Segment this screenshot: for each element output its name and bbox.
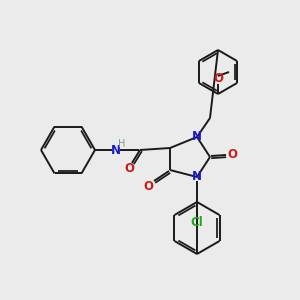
Text: O: O (227, 148, 237, 160)
Text: O: O (143, 181, 153, 194)
Text: Cl: Cl (190, 217, 203, 230)
Text: H: H (118, 139, 126, 149)
Text: N: N (192, 130, 202, 143)
Text: N: N (192, 170, 202, 184)
Text: O: O (124, 163, 134, 176)
Text: O: O (213, 73, 223, 85)
Text: N: N (111, 143, 121, 157)
